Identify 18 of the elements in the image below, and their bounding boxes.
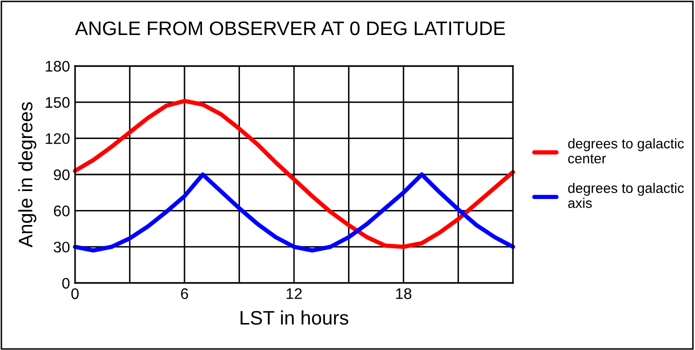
- y-tick-label: 150: [46, 97, 70, 108]
- y-tick-label: 30: [54, 242, 70, 253]
- y-tick-label: 0: [62, 278, 70, 289]
- line-series: [72, 172, 516, 253]
- line-series: [72, 98, 516, 249]
- x-tick-label: 12: [286, 288, 302, 299]
- chart-title: ANGLE FROM OBSERVER AT 0 DEG LATITUDE: [75, 21, 505, 36]
- x-tick-label: 18: [396, 288, 412, 300]
- y-tick-label: 120: [46, 133, 70, 144]
- legend-label: degrees to galactic center: [568, 138, 684, 164]
- legend-label: degrees to galactic axis: [568, 182, 684, 208]
- y-tick-label: 60: [54, 206, 70, 216]
- x-tick-label: 6: [181, 288, 188, 300]
- x-tick-label: 0: [71, 288, 79, 300]
- y-tick-label: 90: [54, 169, 70, 180]
- y-tick-label: 180: [46, 60, 70, 72]
- x-axis-title: LST in hours: [240, 310, 348, 325]
- y-axis-title: Angle in degrees: [18, 102, 36, 248]
